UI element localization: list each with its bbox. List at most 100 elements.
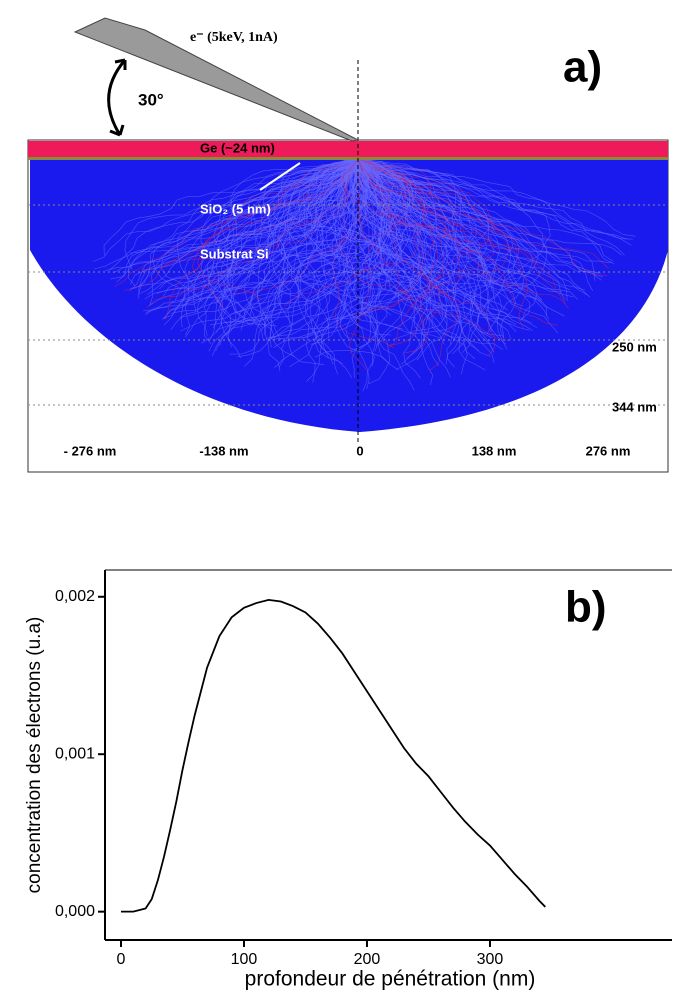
trajectory [331, 159, 443, 339]
panel-label: b) [565, 583, 607, 632]
trajectory [249, 159, 359, 339]
trajectory [193, 159, 367, 312]
arrow-heads [109, 58, 127, 137]
trajectory [184, 159, 359, 302]
beam-label: e⁻ (5keV, 1nA) [190, 30, 278, 45]
trajectory [163, 159, 359, 326]
trajectory [357, 159, 602, 281]
trajectory [357, 159, 559, 326]
trajectory [357, 159, 608, 276]
x-axis-title: profondeur de pénétration (nm) [245, 968, 536, 991]
trajectory [357, 159, 469, 345]
x-label: - 276 nm [64, 443, 117, 458]
trajectory [163, 159, 359, 319]
trajectory [328, 159, 493, 332]
trajectory [357, 159, 433, 379]
trajectory [357, 159, 539, 284]
x-tick-label: 300 [477, 951, 504, 968]
depth-guides [28, 204, 668, 406]
trajectory [341, 159, 453, 317]
trajectory [252, 159, 366, 299]
chart: b) profondeur de pénétration (nm) concen… [24, 569, 672, 991]
panel-label: a) [563, 43, 602, 92]
trajectory [356, 159, 504, 350]
trajectory [357, 159, 568, 302]
trajectory [180, 159, 359, 328]
trajectory [307, 159, 422, 302]
trajectory [344, 159, 402, 367]
trajectory [110, 159, 359, 280]
trajectory [245, 159, 359, 321]
trajectory [345, 159, 448, 340]
x-tick-label: 100 [231, 951, 258, 968]
trajectory [300, 159, 411, 340]
trajectory [130, 159, 359, 285]
x-label: 0 [356, 443, 363, 458]
trajectory [218, 159, 359, 328]
ge-band [28, 141, 668, 157]
y-axis-title: concentration des électrons (u.a) [24, 617, 45, 894]
electron-gun [73, 17, 360, 142]
y-tick-label: 0,001 [55, 745, 95, 762]
trajectory [338, 159, 523, 307]
trajectory [273, 159, 422, 290]
trajectories [93, 159, 636, 392]
sio2-label: SiO₂ (5 nm) [200, 201, 271, 216]
trajectory [357, 159, 495, 353]
trajectory [346, 159, 399, 364]
trajectory [137, 159, 361, 295]
trajectory [289, 159, 359, 368]
trajectory [356, 159, 537, 328]
trajectory [352, 159, 562, 293]
trajectory [223, 159, 361, 340]
trajectory [357, 159, 517, 333]
depth-label: 250 nm [612, 339, 657, 354]
depth-label: 344 nm [612, 399, 657, 414]
trajectory [310, 159, 415, 345]
trajectory [197, 159, 359, 344]
angle-arrow [107, 59, 127, 136]
trajectory [357, 159, 502, 335]
trajectory [351, 159, 543, 302]
trajectory [357, 159, 486, 371]
trajectory [288, 159, 359, 365]
angle-label: 30° [138, 90, 164, 109]
x-tick-label: 200 [354, 951, 381, 968]
trajectory [129, 159, 359, 292]
trajectory [160, 159, 359, 295]
data-line [120, 598, 546, 913]
trajectory [324, 159, 438, 320]
trajectory [244, 159, 359, 341]
trajectory [357, 159, 449, 352]
trajectory [357, 159, 459, 371]
ge-label: Ge (~24 nm) [200, 140, 275, 155]
trajectory [288, 159, 418, 303]
substrate-label: Substrat Si [200, 246, 269, 261]
simulation-panel: e⁻ (5keV, 1nA) 30° a) Ge (~24 nm) SiO₂ (… [27, 17, 669, 473]
y-tick-label: 0,000 [55, 903, 95, 920]
sio2-band [28, 157, 668, 160]
trajectory [206, 159, 359, 331]
trajectory [357, 159, 415, 391]
trajectory [284, 159, 392, 316]
trajectory [357, 159, 578, 300]
sio2-pointer [259, 162, 301, 191]
trajectory [161, 159, 360, 320]
trajectory [357, 159, 633, 240]
trajectory [305, 159, 379, 375]
trajectory [357, 159, 632, 246]
trajectory [332, 159, 448, 320]
trajectory [221, 159, 359, 327]
trajectory [145, 159, 359, 316]
trajectory [237, 159, 359, 358]
trajectory [130, 159, 370, 254]
trajectory [357, 159, 530, 331]
trajectory [315, 159, 378, 358]
trajectory [357, 159, 587, 296]
trajectory [217, 159, 359, 328]
trajectory [357, 159, 628, 240]
trajectory [357, 159, 602, 275]
trajectory [201, 159, 359, 344]
x-label: 276 nm [586, 443, 631, 458]
